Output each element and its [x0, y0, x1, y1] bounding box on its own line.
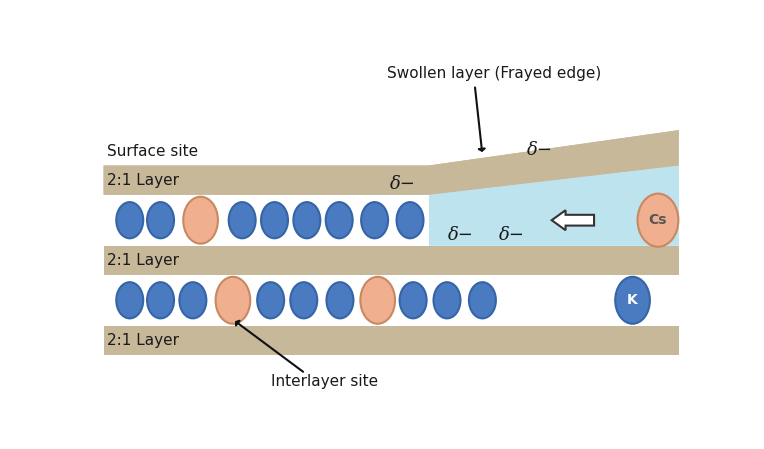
FancyArrow shape: [552, 210, 594, 230]
Polygon shape: [104, 130, 678, 195]
Polygon shape: [429, 166, 678, 246]
Polygon shape: [104, 195, 429, 246]
Text: 2:1 Layer: 2:1 Layer: [107, 333, 179, 348]
Polygon shape: [104, 130, 678, 195]
Polygon shape: [104, 54, 678, 400]
Ellipse shape: [261, 202, 288, 238]
Text: δ−: δ−: [527, 141, 553, 159]
Polygon shape: [104, 195, 429, 246]
Ellipse shape: [469, 282, 496, 318]
Ellipse shape: [228, 202, 256, 238]
Polygon shape: [104, 326, 678, 355]
Ellipse shape: [116, 282, 143, 318]
Ellipse shape: [293, 202, 320, 238]
Ellipse shape: [615, 277, 650, 324]
Text: 2:1 Layer: 2:1 Layer: [107, 173, 179, 188]
Text: Surface site: Surface site: [107, 144, 198, 159]
Text: Interlayer site: Interlayer site: [271, 374, 378, 389]
Polygon shape: [104, 275, 678, 326]
Ellipse shape: [397, 202, 423, 238]
Ellipse shape: [325, 202, 353, 238]
Text: Cs: Cs: [649, 213, 667, 227]
Ellipse shape: [361, 277, 395, 324]
Ellipse shape: [326, 282, 354, 318]
Ellipse shape: [361, 202, 388, 238]
Text: Swollen layer (Frayed edge): Swollen layer (Frayed edge): [387, 66, 601, 81]
Polygon shape: [429, 166, 678, 246]
Polygon shape: [104, 326, 678, 355]
Ellipse shape: [147, 282, 174, 318]
Ellipse shape: [638, 194, 678, 247]
Ellipse shape: [215, 277, 251, 324]
Ellipse shape: [433, 282, 461, 318]
Text: δ−: δ−: [499, 226, 525, 244]
Text: 2:1 Layer: 2:1 Layer: [107, 253, 179, 268]
Polygon shape: [104, 246, 678, 275]
Ellipse shape: [180, 282, 206, 318]
Ellipse shape: [400, 282, 426, 318]
Ellipse shape: [116, 202, 143, 238]
Text: δ−: δ−: [390, 175, 416, 193]
Text: δ−: δ−: [448, 226, 474, 244]
Polygon shape: [104, 195, 429, 246]
Polygon shape: [104, 246, 678, 275]
Ellipse shape: [147, 202, 174, 238]
Text: K: K: [627, 293, 638, 307]
Ellipse shape: [183, 197, 218, 244]
Ellipse shape: [290, 282, 317, 318]
Ellipse shape: [257, 282, 284, 318]
